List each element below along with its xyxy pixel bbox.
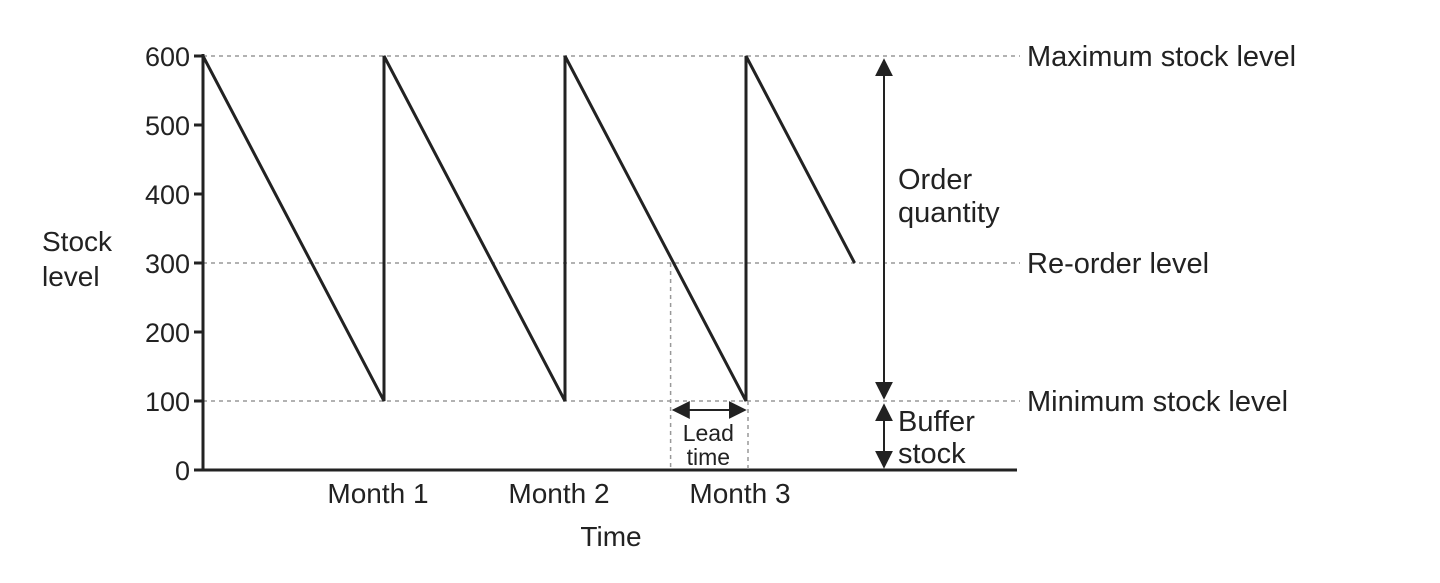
x-category-label-2: Month 2 <box>508 478 609 509</box>
y-axis-title-line-1: Stock <box>42 226 113 257</box>
y-tick-label-100: 100 <box>145 387 190 417</box>
y-tick-label-0: 0 <box>175 456 190 486</box>
x-category-label-3: Month 3 <box>689 478 790 509</box>
stock-series-line <box>203 56 855 401</box>
y-axis-title-line-2: level <box>42 261 100 292</box>
order-quantity-label-line-1: Order <box>898 164 972 196</box>
y-tick-label-300: 300 <box>145 249 190 279</box>
y-tick-label-200: 200 <box>145 318 190 348</box>
buffer-stock-label-line-2: stock <box>898 438 966 470</box>
reference-label-300: Re-order level <box>1027 248 1209 280</box>
reference-label-100: Minimum stock level <box>1027 386 1288 418</box>
y-tick-label-600: 600 <box>145 42 190 72</box>
y-tick-label-400: 400 <box>145 180 190 210</box>
x-category-label-1: Month 1 <box>327 478 428 509</box>
buffer-stock-label-line-1: Buffer <box>898 406 975 438</box>
lead-time-label-line-2: time <box>687 444 730 470</box>
reference-label-600: Maximum stock level <box>1027 41 1296 73</box>
lead-time-label-line-1: Lead <box>683 420 734 446</box>
y-tick-label-500: 500 <box>145 111 190 141</box>
order-quantity-label-line-2: quantity <box>898 197 1000 229</box>
x-axis-title: Time <box>580 521 641 552</box>
